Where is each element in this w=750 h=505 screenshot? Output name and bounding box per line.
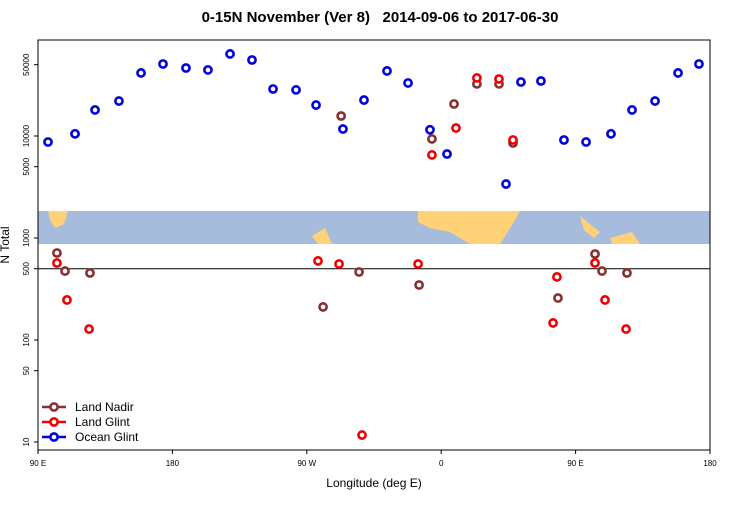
y-tick-label: 10 [22, 437, 31, 446]
y-axis-label: N Total [0, 226, 12, 263]
point [451, 123, 461, 133]
map-band [38, 211, 710, 244]
point [403, 78, 413, 88]
legend-label: Ocean Glint [75, 430, 139, 444]
x-tick-label: 90 W [297, 459, 316, 468]
point [334, 259, 344, 269]
point [60, 266, 70, 276]
point [536, 76, 546, 86]
point [85, 268, 95, 278]
point [114, 96, 124, 106]
point [414, 280, 424, 290]
point [606, 128, 616, 139]
point [313, 256, 323, 266]
legend-marker [49, 432, 59, 442]
point [427, 134, 437, 144]
point [359, 95, 369, 105]
y-tick-label: 50000 [22, 53, 31, 76]
point [90, 105, 100, 115]
point [136, 68, 146, 78]
point [354, 267, 364, 277]
point [581, 137, 591, 147]
point [318, 302, 328, 312]
y-tick-label: 10000 [22, 124, 31, 147]
point [449, 99, 459, 109]
point [52, 258, 62, 268]
plot-frame [37, 39, 711, 451]
point [501, 179, 511, 189]
x-tick-label: 0 [439, 459, 444, 468]
point [225, 49, 235, 59]
point [158, 59, 168, 69]
point [650, 96, 660, 106]
x-tick-label: 180 [166, 459, 180, 468]
point [382, 66, 392, 76]
point [336, 111, 347, 121]
x-tick-label: 90 E [567, 459, 583, 468]
point [442, 149, 452, 159]
point [559, 135, 569, 145]
point [621, 324, 631, 334]
point [84, 324, 94, 334]
point [590, 249, 600, 259]
point [247, 55, 257, 65]
legend-marker [49, 417, 59, 427]
legend-marker [49, 402, 59, 412]
point [311, 100, 321, 110]
x-tick-label: 90 E [30, 459, 46, 468]
point [413, 259, 423, 269]
y-tick-label: 100 [22, 333, 31, 347]
y-tick-label: 5000 [22, 157, 31, 175]
point [673, 68, 683, 78]
y-tick-label: 50 [22, 366, 31, 375]
point [622, 268, 632, 278]
point [553, 293, 563, 303]
point [516, 77, 526, 87]
point [52, 248, 62, 258]
point [291, 85, 301, 95]
point [552, 272, 562, 282]
point [494, 74, 504, 84]
point [694, 59, 704, 69]
y-tick-label: 1000 [22, 229, 31, 247]
point [338, 124, 348, 134]
point [548, 318, 558, 328]
x-axis-label: Longitude (deg E) [326, 476, 421, 490]
point [70, 128, 80, 139]
point [203, 65, 213, 75]
point [181, 63, 191, 73]
chart-title: 0-15N November (Ver 8) 2014-09-06 to 201… [202, 9, 559, 26]
point [357, 430, 367, 440]
point [471, 73, 482, 83]
point [62, 295, 72, 305]
point [43, 137, 53, 147]
point [427, 150, 437, 160]
point [425, 124, 435, 135]
point [600, 295, 610, 305]
y-tick-label: 500 [22, 261, 31, 275]
point [597, 266, 607, 276]
legend-label: Land Nadir [75, 400, 134, 414]
x-tick-label: 180 [703, 459, 717, 468]
point [627, 105, 637, 115]
point [590, 258, 600, 268]
legend-label: Land Glint [75, 415, 130, 429]
point [268, 84, 278, 94]
point [508, 135, 518, 145]
